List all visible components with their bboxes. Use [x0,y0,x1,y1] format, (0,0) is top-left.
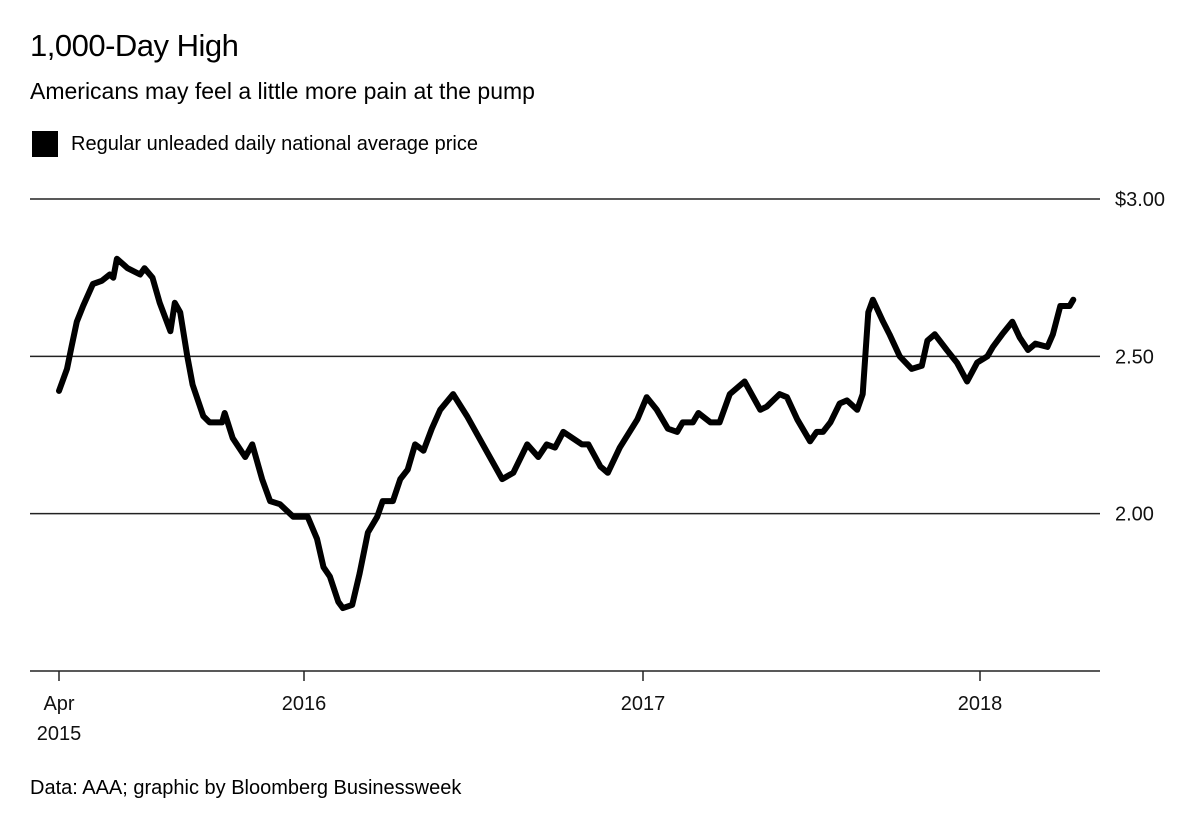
source-note: Data: AAA; graphic by Bloomberg Business… [30,777,462,799]
legend: Regular unleaded daily national average … [32,131,478,157]
y-tick-label: 2.00 [1115,504,1154,526]
y-tick-label: 2.50 [1115,346,1154,368]
chart-subtitle: Americans may feel a little more pain at… [30,78,535,104]
x-tick-label: 2018 [958,693,1003,715]
y-tick-label: $3.00 [1115,189,1165,211]
x-tick-label: 2017 [621,693,666,715]
legend-swatch [32,131,58,157]
x-tick-label: Apr [43,693,74,715]
price-line [56,255,1077,612]
x-tick-label: 2016 [282,693,327,715]
chart-title: 1,000-Day High [30,28,239,63]
x-tick-label-year: 2015 [37,723,82,745]
legend-label: Regular unleaded daily national average … [71,132,478,155]
